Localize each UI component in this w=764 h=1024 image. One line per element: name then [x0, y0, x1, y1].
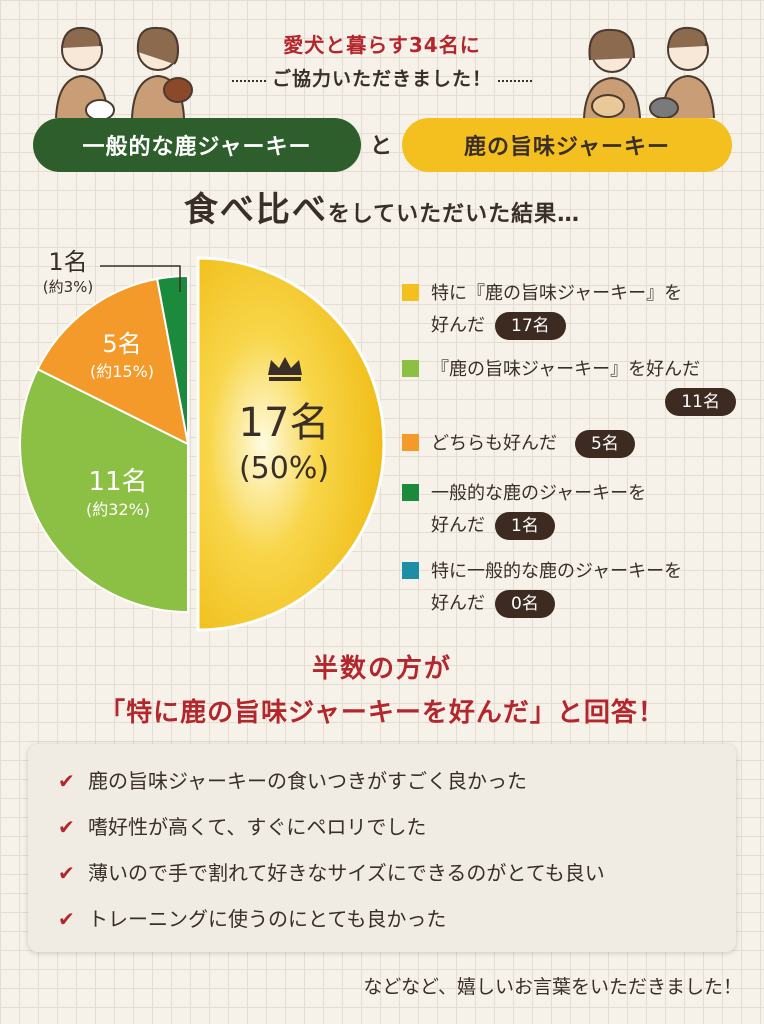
legend-swatch-dark-green: [402, 484, 419, 501]
pie-slice-17: [196, 256, 386, 632]
crown-icon: [268, 357, 302, 381]
comment-text: 薄いので手で割れて好きなサイズにできるのがとても良い: [88, 861, 605, 885]
legend-label-2: 好んだ: [431, 515, 485, 536]
comment-item: ✔ 鹿の旨味ジャーキーの食いつきがすごく良かった: [58, 766, 527, 796]
check-icon: ✔: [58, 815, 75, 839]
legend-count-badge: 11名: [665, 388, 736, 416]
leader-line-1: [100, 265, 181, 292]
comments-box: ✔ 鹿の旨味ジャーキーの食いつきがすごく良かった ✔ 嗜好性が高くて、すぐにペロリで…: [28, 744, 736, 952]
comment-item: ✔ 薄いので手で割れて好きなサイズにできるのがとても良い: [58, 858, 605, 888]
headline-line-1: 半数の方が: [311, 654, 452, 684]
intro-text: 愛犬と暮らす34名に ご協力いただきました！: [232, 28, 532, 96]
comment-text: トレーニングに使うのにとても良かった: [88, 907, 447, 931]
result-heading-big: 食べ比べ: [183, 190, 328, 230]
pie-label-17-count: 17名: [239, 400, 330, 446]
comment-item: ✔ 嗜好性が高くて、すぐにペロリでした: [58, 812, 426, 842]
legend-count-badge: 5名: [575, 430, 635, 458]
comment-item: ✔ トレーニングに使うのにとても良かった: [58, 904, 446, 934]
pie-slice-11: [19, 367, 189, 614]
legend-label: 『鹿の旨味ジャーキー』を好んだ: [431, 359, 701, 380]
legend-item-5: どちらも好んだ 5名: [402, 428, 742, 460]
generic-jerky-pill: 一般的な鹿ジャーキー: [33, 118, 361, 172]
legend-label: 特に『鹿の旨味ジャーキー』を: [431, 283, 683, 304]
legend-count-badge: 0名: [495, 590, 555, 618]
comment-text: 嗜好性が高くて、すぐにペロリでした: [88, 815, 427, 839]
pie-label-11-pct: (約32%): [86, 500, 150, 519]
legend-swatch-light-green: [402, 360, 419, 377]
legend-swatch-teal: [402, 562, 419, 579]
pie-label-5-pct: (約15%): [90, 362, 154, 381]
people-illustration-left: [55, 26, 193, 118]
legend-label: どちらも好んだ: [431, 433, 557, 454]
legend-swatch-yellow: [402, 284, 419, 301]
result-heading-small: をしていただいた結果…: [327, 202, 581, 227]
legend-item-11: 『鹿の旨味ジャーキー』を好んだ 11名: [402, 354, 742, 418]
headline-line-2: 「特に鹿の旨味ジャーキーを好んだ」と回答！: [99, 698, 665, 728]
umami-jerky-pill: 鹿の旨味ジャーキー: [402, 118, 732, 172]
pie-label-1-pct: (約3%): [43, 278, 94, 296]
legend-count-badge: 17名: [495, 312, 566, 340]
legend-swatch-orange: [402, 434, 419, 451]
result-heading: 食べ比べをしていただいた結果…: [0, 182, 764, 231]
footer-text: などなど、嬉しいお言葉をいただきました！: [363, 976, 742, 998]
legend-item-17: 特に『鹿の旨味ジャーキー』を 好んだ 17名: [402, 278, 742, 342]
people-illustration-right: [583, 26, 715, 118]
pie-label-17-pct: (50%): [239, 451, 329, 486]
legend-label: 一般的な鹿のジャーキーを: [431, 483, 647, 504]
comment-text: 鹿の旨味ジャーキーの食いつきがすごく良かった: [88, 769, 527, 793]
check-icon: ✔: [58, 769, 75, 793]
connector-text: と: [370, 134, 393, 159]
pie-label-11-count: 11名: [88, 467, 147, 497]
intro-line-2: ご協力いただきました！: [271, 68, 492, 90]
legend-label-2: 好んだ: [431, 315, 485, 336]
pie-slice-1: [155, 274, 189, 445]
pie-label-1-count: 1名: [48, 248, 87, 276]
intro-line-1: 愛犬と暮らす34名に: [283, 33, 481, 57]
legend-item-1: 一般的な鹿のジャーキーを 好んだ 1名: [402, 478, 742, 542]
check-icon: ✔: [58, 861, 75, 885]
dotted-divider-left: [232, 80, 266, 82]
legend-item-0: 特に一般的な鹿のジャーキーを 好んだ 0名: [402, 556, 742, 620]
pie-slice-5: [36, 277, 190, 446]
dotted-divider-right: [498, 80, 532, 82]
legend-label: 特に一般的な鹿のジャーキーを: [431, 561, 683, 582]
pie-chart: 17名 (50%) 11名 (約32%) 5名 (約15%) 1名 (約3%): [19, 248, 386, 632]
pie-label-5-count: 5名: [102, 330, 141, 358]
legend-count-badge: 1名: [495, 512, 555, 540]
legend-label-2: 好んだ: [431, 593, 485, 614]
check-icon: ✔: [58, 907, 75, 931]
